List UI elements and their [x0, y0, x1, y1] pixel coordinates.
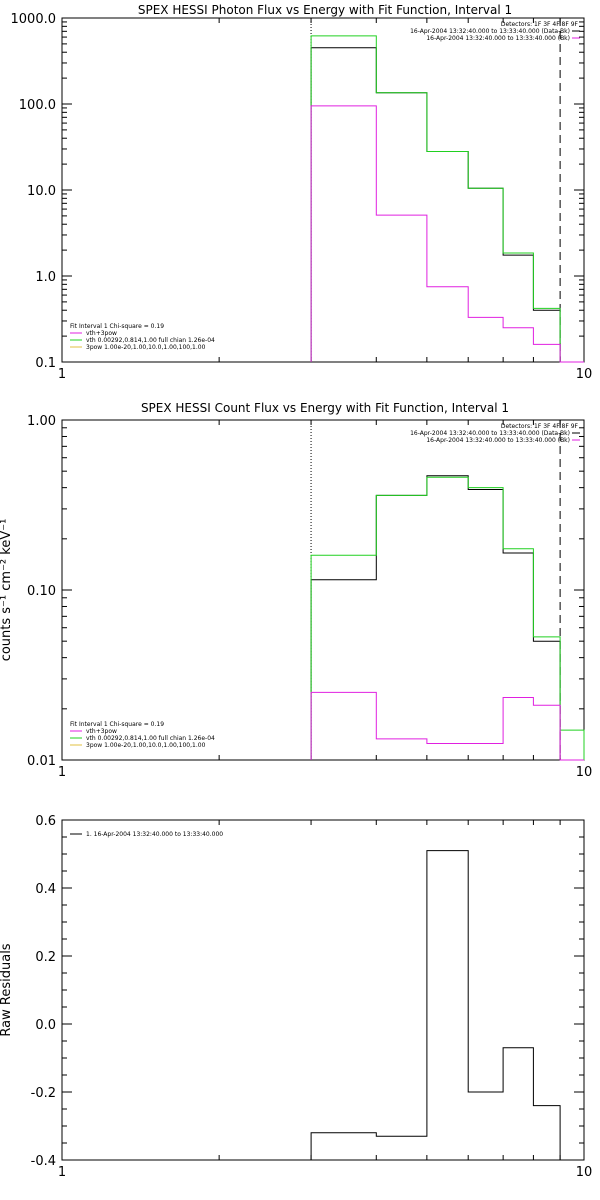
series-0-line: [310, 850, 561, 1160]
series-1-line: [310, 476, 585, 760]
legend-left-entry: vth 0.00292,0.814,1.00 full chian 1.26e-…: [86, 735, 215, 742]
y-tick-label: 0.2: [35, 950, 56, 965]
legend-right-entry: Detectors: 1F 3F 4F 8F 9F: [501, 21, 579, 28]
series-0-line: [310, 47, 584, 363]
residuals-panel: Raw Residuals 1 10 -0.4 -0.2 0.0 0.2 0.4 0.6 1. …: [0, 814, 592, 1180]
series-2-line: [310, 691, 584, 761]
y-tick-label: 0.01: [27, 754, 56, 769]
x-tick-label: 10: [576, 367, 593, 382]
y-tick-label: 0.1: [35, 356, 56, 371]
legend-right-entry: Detectors: 1F 3F 4F 8F 9F: [501, 423, 579, 430]
legend-left-entry: vth 0.00292,0.814,1.00 full chian 1.26e-…: [86, 337, 215, 344]
series-0-line: [310, 475, 584, 761]
y-tick-label: 10.0: [27, 184, 56, 199]
count-flux-panel: SPEX HESSI Count Flux vs Energy with Fit…: [0, 401, 592, 780]
legend-left-entry: 3pow 1.00e-20,1.00,10.0,1.00,100,1.00: [86, 344, 206, 351]
count-flux-ylabel: counts s⁻¹ cm⁻² keV⁻¹: [0, 519, 14, 662]
legend-right-entry: 16-Apr-2004 13:32:40.000 to 13:33:40.000…: [426, 35, 570, 42]
y-tick-label: 1000.0: [11, 12, 57, 27]
plot-frame: [61, 17, 585, 363]
legend-left-entry: 3pow 1.00e-20,1.00,10.0,1.00,100,1.00: [86, 742, 206, 749]
legend-left-entry: Fit Interval 1 Chi-square = 0.19: [70, 721, 164, 728]
legend-left-entry: vth+3pow: [86, 728, 117, 735]
count-flux-title: SPEX HESSI Count Flux vs Energy with Fit…: [141, 401, 509, 415]
y-tick-label: 1.0: [35, 270, 56, 285]
x-tick-label: 10: [576, 765, 593, 780]
x-tick-label: 1: [58, 1165, 66, 1180]
y-tick-label: 0.0: [35, 1018, 56, 1033]
plot-frame: [61, 819, 585, 1161]
y-tick-label: 1.00: [27, 414, 56, 429]
y-tick-label: 0.4: [35, 882, 56, 897]
legend-left-entry: vth+3pow: [86, 330, 117, 337]
photon-flux-panel: SPEX HESSI Photon Flux vs Energy with Fi…: [11, 3, 593, 382]
legend-right-entry: 16-Apr-2004 13:32:40.000 to 13:33:40.000…: [410, 28, 570, 35]
x-tick-label: 1: [58, 765, 66, 780]
legend-top-entry: 1. 16-Apr-2004 13:32:40.000 to 13:33:40.…: [86, 831, 223, 838]
photon-flux-title: SPEX HESSI Photon Flux vs Energy with Fi…: [138, 3, 512, 17]
y-tick-label: 100.0: [19, 98, 56, 113]
legend-left-entry: Fit Interval 1 Chi-square = 0.19: [70, 323, 164, 330]
x-tick-label: 10: [576, 1165, 593, 1180]
y-tick-label: -0.4: [31, 1154, 56, 1169]
legend-right-entry: 16-Apr-2004 13:32:40.000 to 13:33:40.000…: [426, 437, 570, 444]
plot-frame: [61, 419, 585, 761]
residuals-ylabel: Raw Residuals: [0, 943, 14, 1036]
y-tick-label: 0.10: [27, 584, 56, 599]
y-tick-label: -0.2: [31, 1086, 56, 1101]
series-1-line: [310, 35, 584, 363]
y-tick-label: 0.6: [35, 814, 56, 829]
legend-right-entry: 16-Apr-2004 13:32:40.000 to 13:33:40.000…: [410, 430, 570, 437]
series-2-line: [310, 105, 584, 363]
x-tick-label: 1: [58, 367, 66, 382]
